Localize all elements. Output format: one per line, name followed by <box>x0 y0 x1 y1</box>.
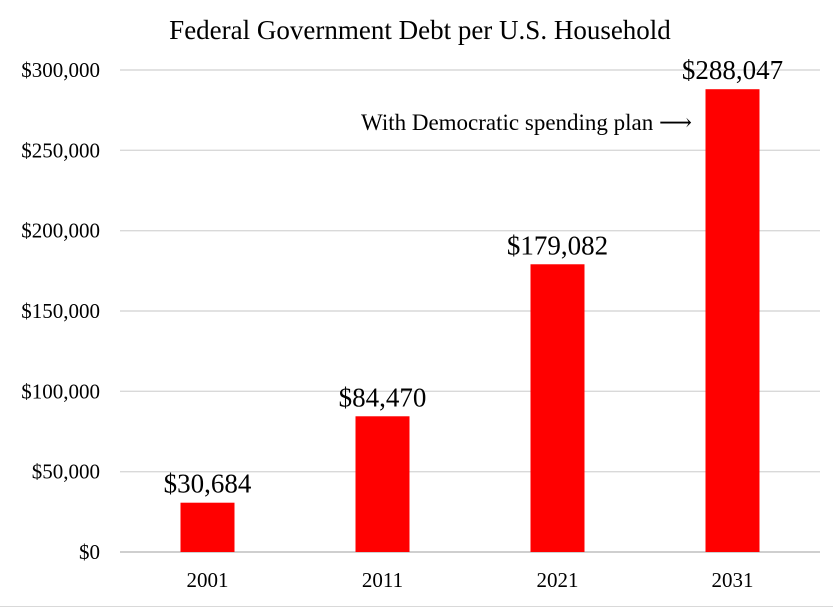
y-tick-label: $0 <box>79 540 100 564</box>
data-label-2001: $30,684 <box>164 469 252 499</box>
bar-2031 <box>705 89 760 553</box>
data-label-2021: $179,082 <box>507 230 608 260</box>
y-axis-tick-labels: $0 $50,000 $100,000 $150,000 $200,000 $250,00… <box>21 58 100 564</box>
y-tick-label: $50,000 <box>32 460 100 484</box>
bar-2021 <box>530 264 585 552</box>
bar-2001 <box>180 502 235 552</box>
y-tick-label: $300,000 <box>21 58 100 82</box>
data-label-2031: $288,047 <box>682 55 783 85</box>
chart-title: Federal Government Debt per U.S. Househo… <box>169 15 671 45</box>
x-tick-label: 2021 <box>537 568 579 592</box>
x-axis-tick-labels: 2001 2011 2021 2031 <box>187 568 754 592</box>
y-tick-label: $150,000 <box>21 299 100 323</box>
y-tick-label: $100,000 <box>21 379 100 403</box>
y-tick-label: $200,000 <box>21 219 100 243</box>
y-tick-label: $250,000 <box>21 138 100 162</box>
data-labels: $30,684 $84,470 $179,082 $288,047 <box>164 55 784 498</box>
bar-2011 <box>355 416 410 552</box>
annotation-text: With Democratic spending plan ⟶ <box>361 110 692 135</box>
x-tick-label: 2011 <box>362 568 403 592</box>
gridlines <box>120 69 820 473</box>
data-label-2011: $84,470 <box>339 382 427 412</box>
x-tick-label: 2001 <box>187 568 229 592</box>
bars <box>180 89 760 553</box>
x-tick-label: 2031 <box>712 568 754 592</box>
